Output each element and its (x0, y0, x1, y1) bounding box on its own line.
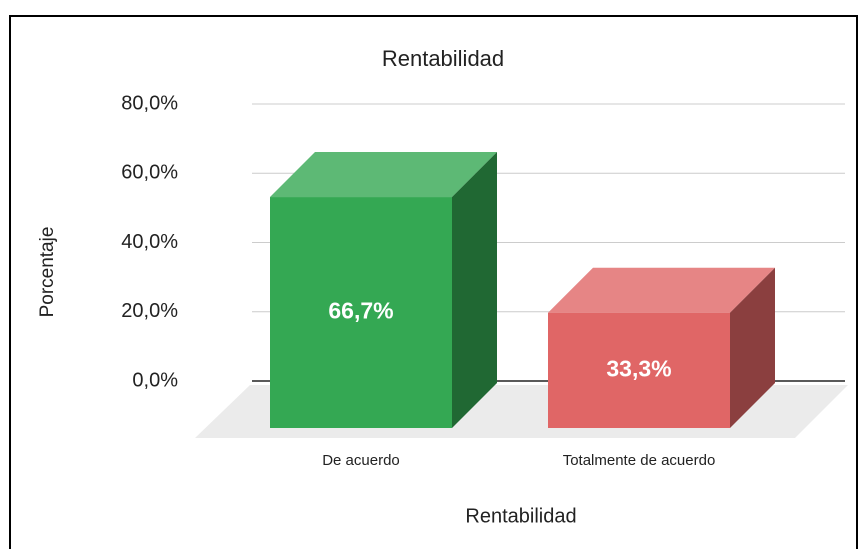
y-tick-label: 0,0% (132, 369, 178, 391)
bar (548, 312, 730, 428)
y-tick-label: 40,0% (121, 231, 178, 253)
data-label: 33,3% (606, 355, 671, 381)
bar-top (548, 267, 775, 313)
bar-side (730, 267, 775, 428)
y-axis-title: Porcentaje (37, 227, 58, 318)
bar-top (270, 152, 497, 198)
x-tick-label: Totalmente de acuerdo (563, 452, 716, 469)
y-tick-label: 60,0% (121, 162, 178, 184)
bar-side (452, 152, 497, 428)
data-label: 66,7% (328, 298, 393, 324)
x-axis-title: Rentabilidad (465, 505, 576, 527)
y-tick-label: 20,0% (121, 300, 178, 322)
chart-title: Rentabilidad (382, 46, 504, 71)
x-tick-label: De acuerdo (322, 452, 400, 469)
bar (270, 197, 452, 428)
y-tick-label: 80,0% (121, 92, 178, 114)
